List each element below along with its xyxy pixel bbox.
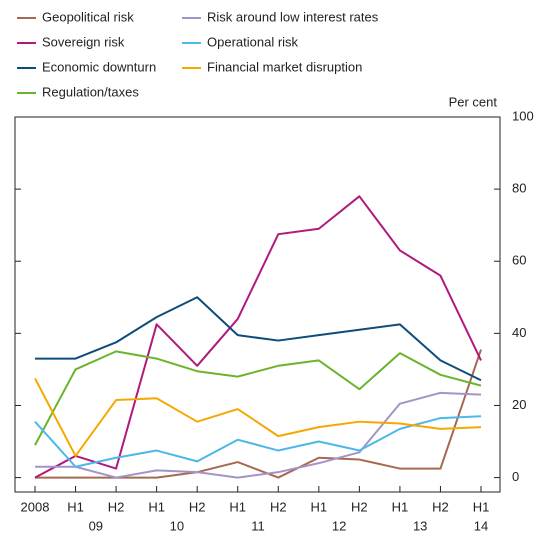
x-tick-label: H2 [189,499,206,514]
series-line [34,350,482,446]
x-tick-label: H2 [108,499,125,514]
y-tick-label: 20 [512,397,526,412]
series-line [35,391,482,479]
x-group-label: 12 [332,518,346,533]
x-tick-label: H2 [270,499,287,514]
x-tick-label: H1 [392,499,409,514]
x-group-label: 13 [413,518,427,533]
y-tick-label: 80 [512,181,526,196]
legend-label: Risk around low interest rates [207,9,379,24]
legend-label: Geopolitical risk [42,9,134,24]
x-group-label: 11 [251,518,265,533]
series-line [34,195,482,479]
y-tick-label: 40 [512,325,526,340]
series-line [34,377,482,457]
x-tick-label: H1 [67,499,84,514]
legend-label: Regulation/taxes [42,84,139,99]
y-tick-label: 0 [512,469,519,484]
series-line [34,415,482,468]
x-tick-label: H1 [311,499,328,514]
legend-label: Economic downturn [42,59,156,74]
legend-label: Operational risk [207,34,299,49]
x-tick-label: H1 [473,499,490,514]
x-tick-label: H2 [351,499,368,514]
x-tick-label: H2 [432,499,449,514]
x-tick-label: H1 [229,499,246,514]
plot-frame [14,116,501,493]
legend-label: Financial market disruption [207,59,362,74]
legend-label: Sovereign risk [42,34,125,49]
x-tick-label: 2008 [21,499,50,514]
x-group-label: 14 [474,518,488,533]
x-group-label: 09 [89,518,103,533]
series-line [35,296,482,382]
y-tick-label: 60 [512,253,526,268]
series-line [35,349,482,479]
x-group-label: 10 [170,518,184,533]
unit-label: Per cent [449,94,498,109]
y-tick-label: 100 [512,108,534,123]
x-tick-label: H1 [148,499,165,514]
